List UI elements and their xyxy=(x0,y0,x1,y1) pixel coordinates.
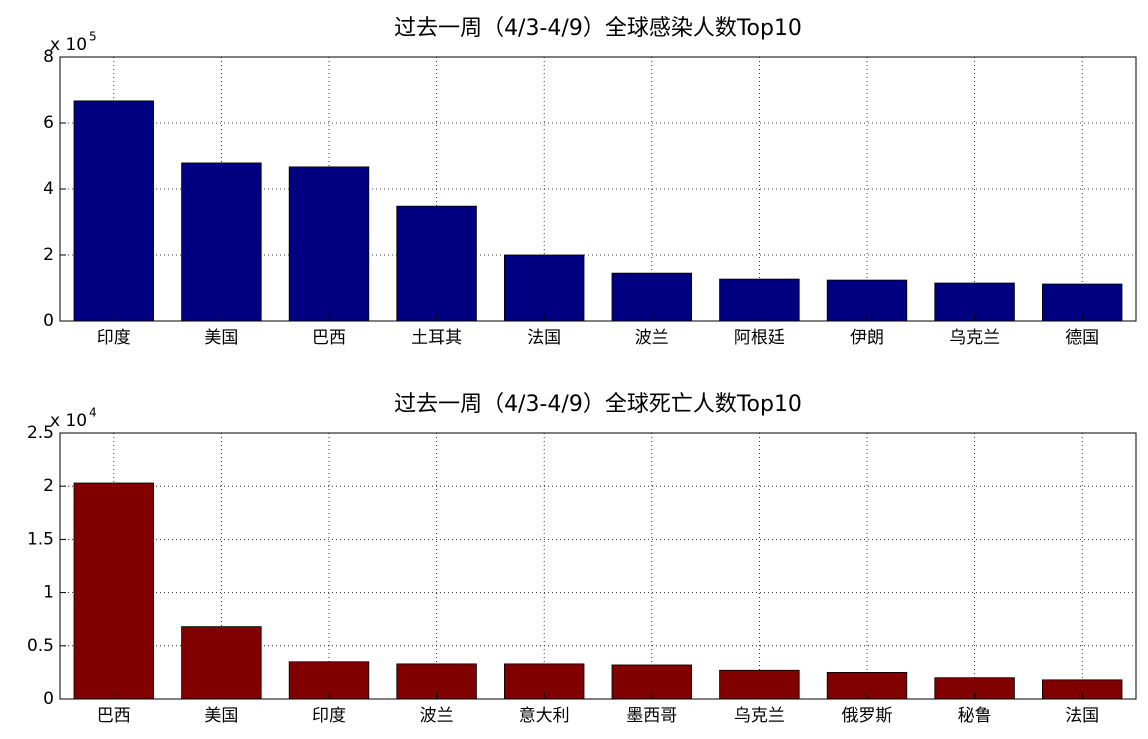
x-tick-label: 法国 xyxy=(527,328,561,348)
x-tick-label: 秘鲁 xyxy=(958,706,992,726)
y-tick-label: 0 xyxy=(43,311,54,331)
x-tick-label: 印度 xyxy=(97,328,131,348)
y-tick-label: 4 xyxy=(43,179,54,199)
axes-box xyxy=(59,432,1137,700)
x-tick-label: 美国 xyxy=(204,328,238,348)
x-tick-label: 墨西哥 xyxy=(626,706,677,726)
x-tick-label: 俄罗斯 xyxy=(842,706,893,726)
bar xyxy=(1041,283,1123,322)
y-tick-label: 0 xyxy=(43,689,54,709)
chart-title: 过去一周（4/3-4/9）全球死亡人数Top10 xyxy=(394,392,802,417)
x-tick-label: 乌克兰 xyxy=(734,706,785,726)
x-tick-label: 巴西 xyxy=(312,328,346,348)
y-tick-label: 2.5 xyxy=(27,423,54,443)
bar xyxy=(73,482,155,700)
bar xyxy=(503,254,585,322)
x-tick-label: 巴西 xyxy=(97,706,131,726)
y-tick-label: 8 xyxy=(43,47,54,67)
x-tick-label: 阿根廷 xyxy=(734,328,785,348)
axes-box xyxy=(59,56,1137,322)
bar xyxy=(719,278,800,322)
bar xyxy=(826,279,908,322)
bar xyxy=(611,272,693,322)
bar xyxy=(396,205,477,322)
y-tick-label: 6 xyxy=(43,113,54,133)
bar xyxy=(181,162,262,322)
y-tick-label: 0.5 xyxy=(27,636,54,656)
x-tick-label: 意大利 xyxy=(519,706,570,726)
y-exponent-base: x 10 xyxy=(50,35,87,55)
bar xyxy=(73,100,155,322)
x-tick-label: 伊朗 xyxy=(850,328,884,348)
x-tick-label: 美国 xyxy=(204,706,238,726)
x-tick-label: 波兰 xyxy=(420,706,454,726)
x-tick-label: 德国 xyxy=(1065,328,1099,348)
y-exponent: 4 xyxy=(89,406,97,420)
y-exponent-base: x 10 xyxy=(50,411,87,431)
x-tick-label: 法国 xyxy=(1065,706,1099,726)
y-exponent: 5 xyxy=(89,30,97,44)
bar xyxy=(288,661,370,700)
y-tick-label: 2 xyxy=(43,476,54,496)
bar xyxy=(288,166,370,322)
y-tick-label: 1 xyxy=(43,583,54,603)
x-tick-label: 波兰 xyxy=(635,328,669,348)
x-tick-label: 印度 xyxy=(312,706,346,726)
bar xyxy=(181,626,262,700)
y-tick-label: 1.5 xyxy=(27,529,54,549)
y-tick-label: 2 xyxy=(43,245,54,265)
x-tick-label: 乌克兰 xyxy=(949,328,1000,348)
chart-title: 过去一周（4/3-4/9）全球感染人数Top10 xyxy=(394,16,802,41)
x-tick-label: 土耳其 xyxy=(411,328,462,348)
